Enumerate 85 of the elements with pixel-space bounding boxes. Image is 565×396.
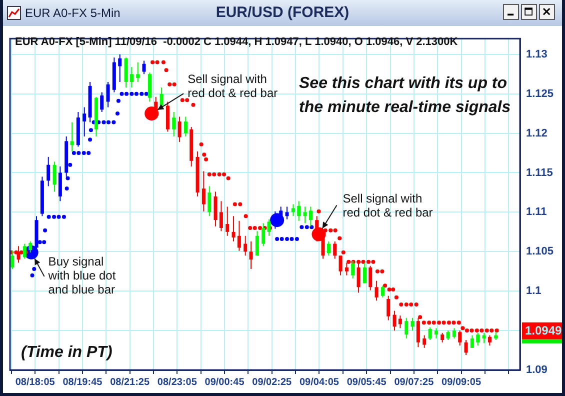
candlestick <box>297 200 301 222</box>
candlestick <box>46 156 50 187</box>
x-tick-label: 09/07:25 <box>394 376 434 388</box>
candlestick <box>368 265 372 291</box>
candlestick <box>136 62 140 82</box>
x-tick-label: 09/05:45 <box>346 376 387 388</box>
annotation: Sell signal with red dot & red bar <box>342 192 433 220</box>
candlestick <box>232 216 236 242</box>
candlestick <box>22 243 26 260</box>
candlestick <box>434 328 438 339</box>
candlestick <box>446 330 450 341</box>
x-tick-label: 09/02:25 <box>252 376 292 388</box>
x-tick-label: 09/04:05 <box>299 376 340 388</box>
candlestick <box>398 315 402 329</box>
candlestick <box>124 57 128 88</box>
candlestick <box>470 334 474 348</box>
candlestick <box>226 206 230 236</box>
candlestick <box>172 111 176 137</box>
x-tick-label: 09/09:05 <box>442 376 482 388</box>
y-tick-label: 1.12 <box>526 127 548 140</box>
candlestick <box>202 170 206 212</box>
candlestick <box>244 235 248 256</box>
candlestick <box>291 204 295 217</box>
candlestick <box>130 66 134 88</box>
candlestick <box>380 285 384 298</box>
candlestick <box>106 82 110 108</box>
y-tick-label: 1.105 <box>526 246 554 258</box>
candlestick <box>118 54 122 82</box>
candlestick <box>464 340 468 356</box>
candlestick <box>148 72 152 102</box>
annotation: (Time in PT) <box>21 344 112 362</box>
candlestick <box>374 280 378 302</box>
candlestick <box>488 334 492 346</box>
candlestick <box>404 317 408 339</box>
candlestick <box>237 220 241 252</box>
y-tick-label: 1.13 <box>526 48 548 60</box>
x-tick-label: 08/21:25 <box>110 376 150 388</box>
candlestick <box>70 122 74 152</box>
chart-subtitle: EUR A0-FX [5-Min] 11/09/16 -0.0002 C 1.0944, H 1.0947, L 1.0940, O 1.0946, V 2.1300K <box>15 36 458 48</box>
annotation: 1.0949 <box>525 324 562 338</box>
candlestick <box>184 116 188 137</box>
candlestick <box>262 222 266 247</box>
candlestick <box>166 101 170 132</box>
x-tick-label: 08/23:05 <box>157 376 198 388</box>
candlestick <box>208 186 212 217</box>
y-tick-label: 1.115 <box>526 166 553 179</box>
candlestick <box>285 206 289 220</box>
candlestick <box>422 334 426 348</box>
candlestick <box>214 191 218 227</box>
candlestick <box>82 106 86 137</box>
candlestick <box>440 332 444 343</box>
candlestick <box>28 240 32 253</box>
candlestick <box>416 317 420 348</box>
candlestick <box>58 166 62 202</box>
text: EUR A0-FX 5-Min <box>25 6 120 20</box>
candlestick <box>458 330 462 346</box>
annotation: Sell signal with red dot & red bar <box>188 72 278 100</box>
chart-title: EUR/USD (FOREX) <box>216 4 350 21</box>
y-tick-label: 1.11 <box>526 206 547 218</box>
candlestick <box>52 161 56 192</box>
candlestick <box>255 230 259 256</box>
candlestick <box>392 310 396 332</box>
candlestick <box>410 317 414 332</box>
annotation: See this chart with its up to the minute real-time signals <box>299 74 511 118</box>
y-tick-label: 1.125 <box>526 88 554 100</box>
candlestick <box>428 326 432 341</box>
candlestick <box>303 206 307 224</box>
candlestick <box>344 262 348 276</box>
candlestick <box>386 295 390 321</box>
candlestick <box>249 240 253 270</box>
candlestick <box>333 240 337 260</box>
candlestick <box>326 240 330 256</box>
candlestick <box>482 332 486 344</box>
candlestick <box>219 200 223 232</box>
y-tick-label: 1.09 <box>526 364 548 376</box>
x-tick-label: 08/19:45 <box>62 376 103 388</box>
y-tick-label: 1.1 <box>526 285 542 298</box>
annotation: Buy signal with blue dot and blue bar <box>47 254 116 297</box>
x-tick-label: 09/00:45 <box>204 376 245 388</box>
candlestick <box>142 60 146 75</box>
x-tick-label: 08/18:05 <box>15 376 56 388</box>
candlestick <box>16 246 20 264</box>
candlestick <box>452 328 456 339</box>
candlestick <box>178 116 182 142</box>
candlestick <box>100 92 104 112</box>
